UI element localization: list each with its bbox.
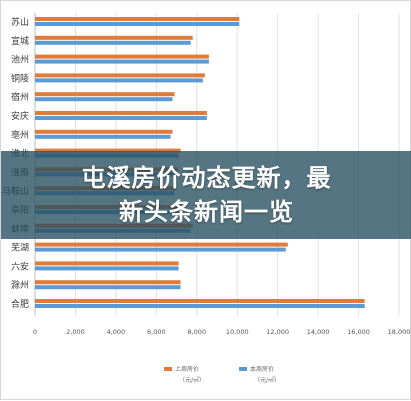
x-tick-label: 12,000 [266, 328, 289, 336]
x-tick-labels: 0 2,000 4,000 6,000 8,000 10,000 12,000 14,000 1… [33, 328, 410, 336]
x-tick-label: 18,000 [388, 328, 411, 336]
category-label: 芜湖 [11, 242, 29, 254]
bar [35, 92, 175, 97]
category-label: 宿州 [11, 91, 29, 103]
category-label: 池州 [11, 54, 29, 66]
legend-unit-curr: （元/㎡） [254, 376, 280, 384]
legend-swatch-curr [239, 367, 247, 371]
bar [35, 78, 203, 83]
legend-swatch-prev [164, 367, 172, 371]
headline-banner: 屯溪房价动态更新，最 新头条新闻一览 [1, 151, 411, 239]
x-tick-label: 14,000 [307, 328, 330, 336]
category-label: 铜陵 [11, 72, 29, 84]
legend: 上周房价 （元/㎡） 本周房价 （元/㎡） [164, 365, 280, 384]
bar [35, 280, 181, 285]
x-tick-label: 10,000 [226, 328, 249, 336]
headline-line-1: 屯溪房价动态更新，最 [81, 164, 332, 192]
bar [35, 35, 193, 40]
bar [35, 148, 181, 153]
bar [35, 54, 209, 59]
x-tick-label: 0 [33, 328, 37, 336]
bar [35, 134, 171, 139]
x-tick-label: 6,000 [147, 328, 166, 336]
category-label: 滁州 [11, 280, 29, 291]
bar [35, 17, 240, 21]
legend-label-curr: 本周房价 [250, 365, 274, 373]
x-tick-label: 16,000 [347, 328, 370, 336]
bar [35, 261, 179, 266]
bar [35, 266, 179, 271]
bar [35, 97, 173, 102]
bar [35, 116, 207, 120]
bar [35, 40, 191, 45]
category-label: 六安 [11, 260, 29, 272]
legend-label-prev: 上周房价 [175, 365, 199, 373]
bar [35, 73, 205, 78]
bar [35, 111, 207, 115]
category-label: 苏山 [11, 16, 29, 28]
bar [35, 285, 181, 290]
headline-line-2: 新头条新闻一览 [119, 198, 294, 226]
category-label: 合肥 [11, 298, 29, 310]
bar [35, 22, 240, 26]
bar [35, 304, 365, 308]
x-tick-label: 2,000 [66, 328, 85, 336]
bar [35, 129, 173, 134]
category-label: 宣城 [11, 35, 29, 47]
bar [35, 242, 288, 247]
bar [35, 299, 365, 303]
x-tick-label: 8,000 [187, 328, 206, 336]
x-tick-label: 4,000 [107, 328, 126, 336]
bar [35, 247, 286, 252]
category-label: 亳州 [11, 129, 29, 141]
legend-unit-prev: （元/㎡） [179, 376, 205, 384]
category-label: 安庆 [11, 110, 29, 122]
bar [35, 59, 209, 64]
